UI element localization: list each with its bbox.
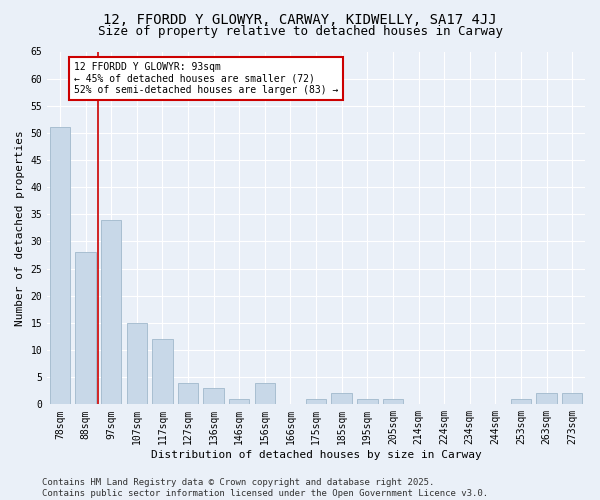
Bar [331, 394, 352, 404]
Bar [357, 399, 377, 404]
Bar [306, 399, 326, 404]
Y-axis label: Number of detached properties: Number of detached properties [15, 130, 25, 326]
Bar [562, 394, 583, 404]
Bar [383, 399, 403, 404]
Bar [50, 128, 70, 404]
Bar [536, 394, 557, 404]
Bar [254, 382, 275, 404]
Bar [101, 220, 121, 404]
Bar [178, 382, 198, 404]
Bar [203, 388, 224, 404]
Text: 12, FFORDD Y GLOWYR, CARWAY, KIDWELLY, SA17 4JJ: 12, FFORDD Y GLOWYR, CARWAY, KIDWELLY, S… [103, 12, 497, 26]
Bar [127, 323, 147, 404]
Bar [511, 399, 531, 404]
Bar [229, 399, 250, 404]
Text: 12 FFORDD Y GLOWYR: 93sqm
← 45% of detached houses are smaller (72)
52% of semi-: 12 FFORDD Y GLOWYR: 93sqm ← 45% of detac… [74, 62, 338, 96]
X-axis label: Distribution of detached houses by size in Carway: Distribution of detached houses by size … [151, 450, 481, 460]
Bar [76, 252, 96, 404]
Text: Contains HM Land Registry data © Crown copyright and database right 2025.
Contai: Contains HM Land Registry data © Crown c… [42, 478, 488, 498]
Bar [152, 339, 173, 404]
Text: Size of property relative to detached houses in Carway: Size of property relative to detached ho… [97, 25, 503, 38]
